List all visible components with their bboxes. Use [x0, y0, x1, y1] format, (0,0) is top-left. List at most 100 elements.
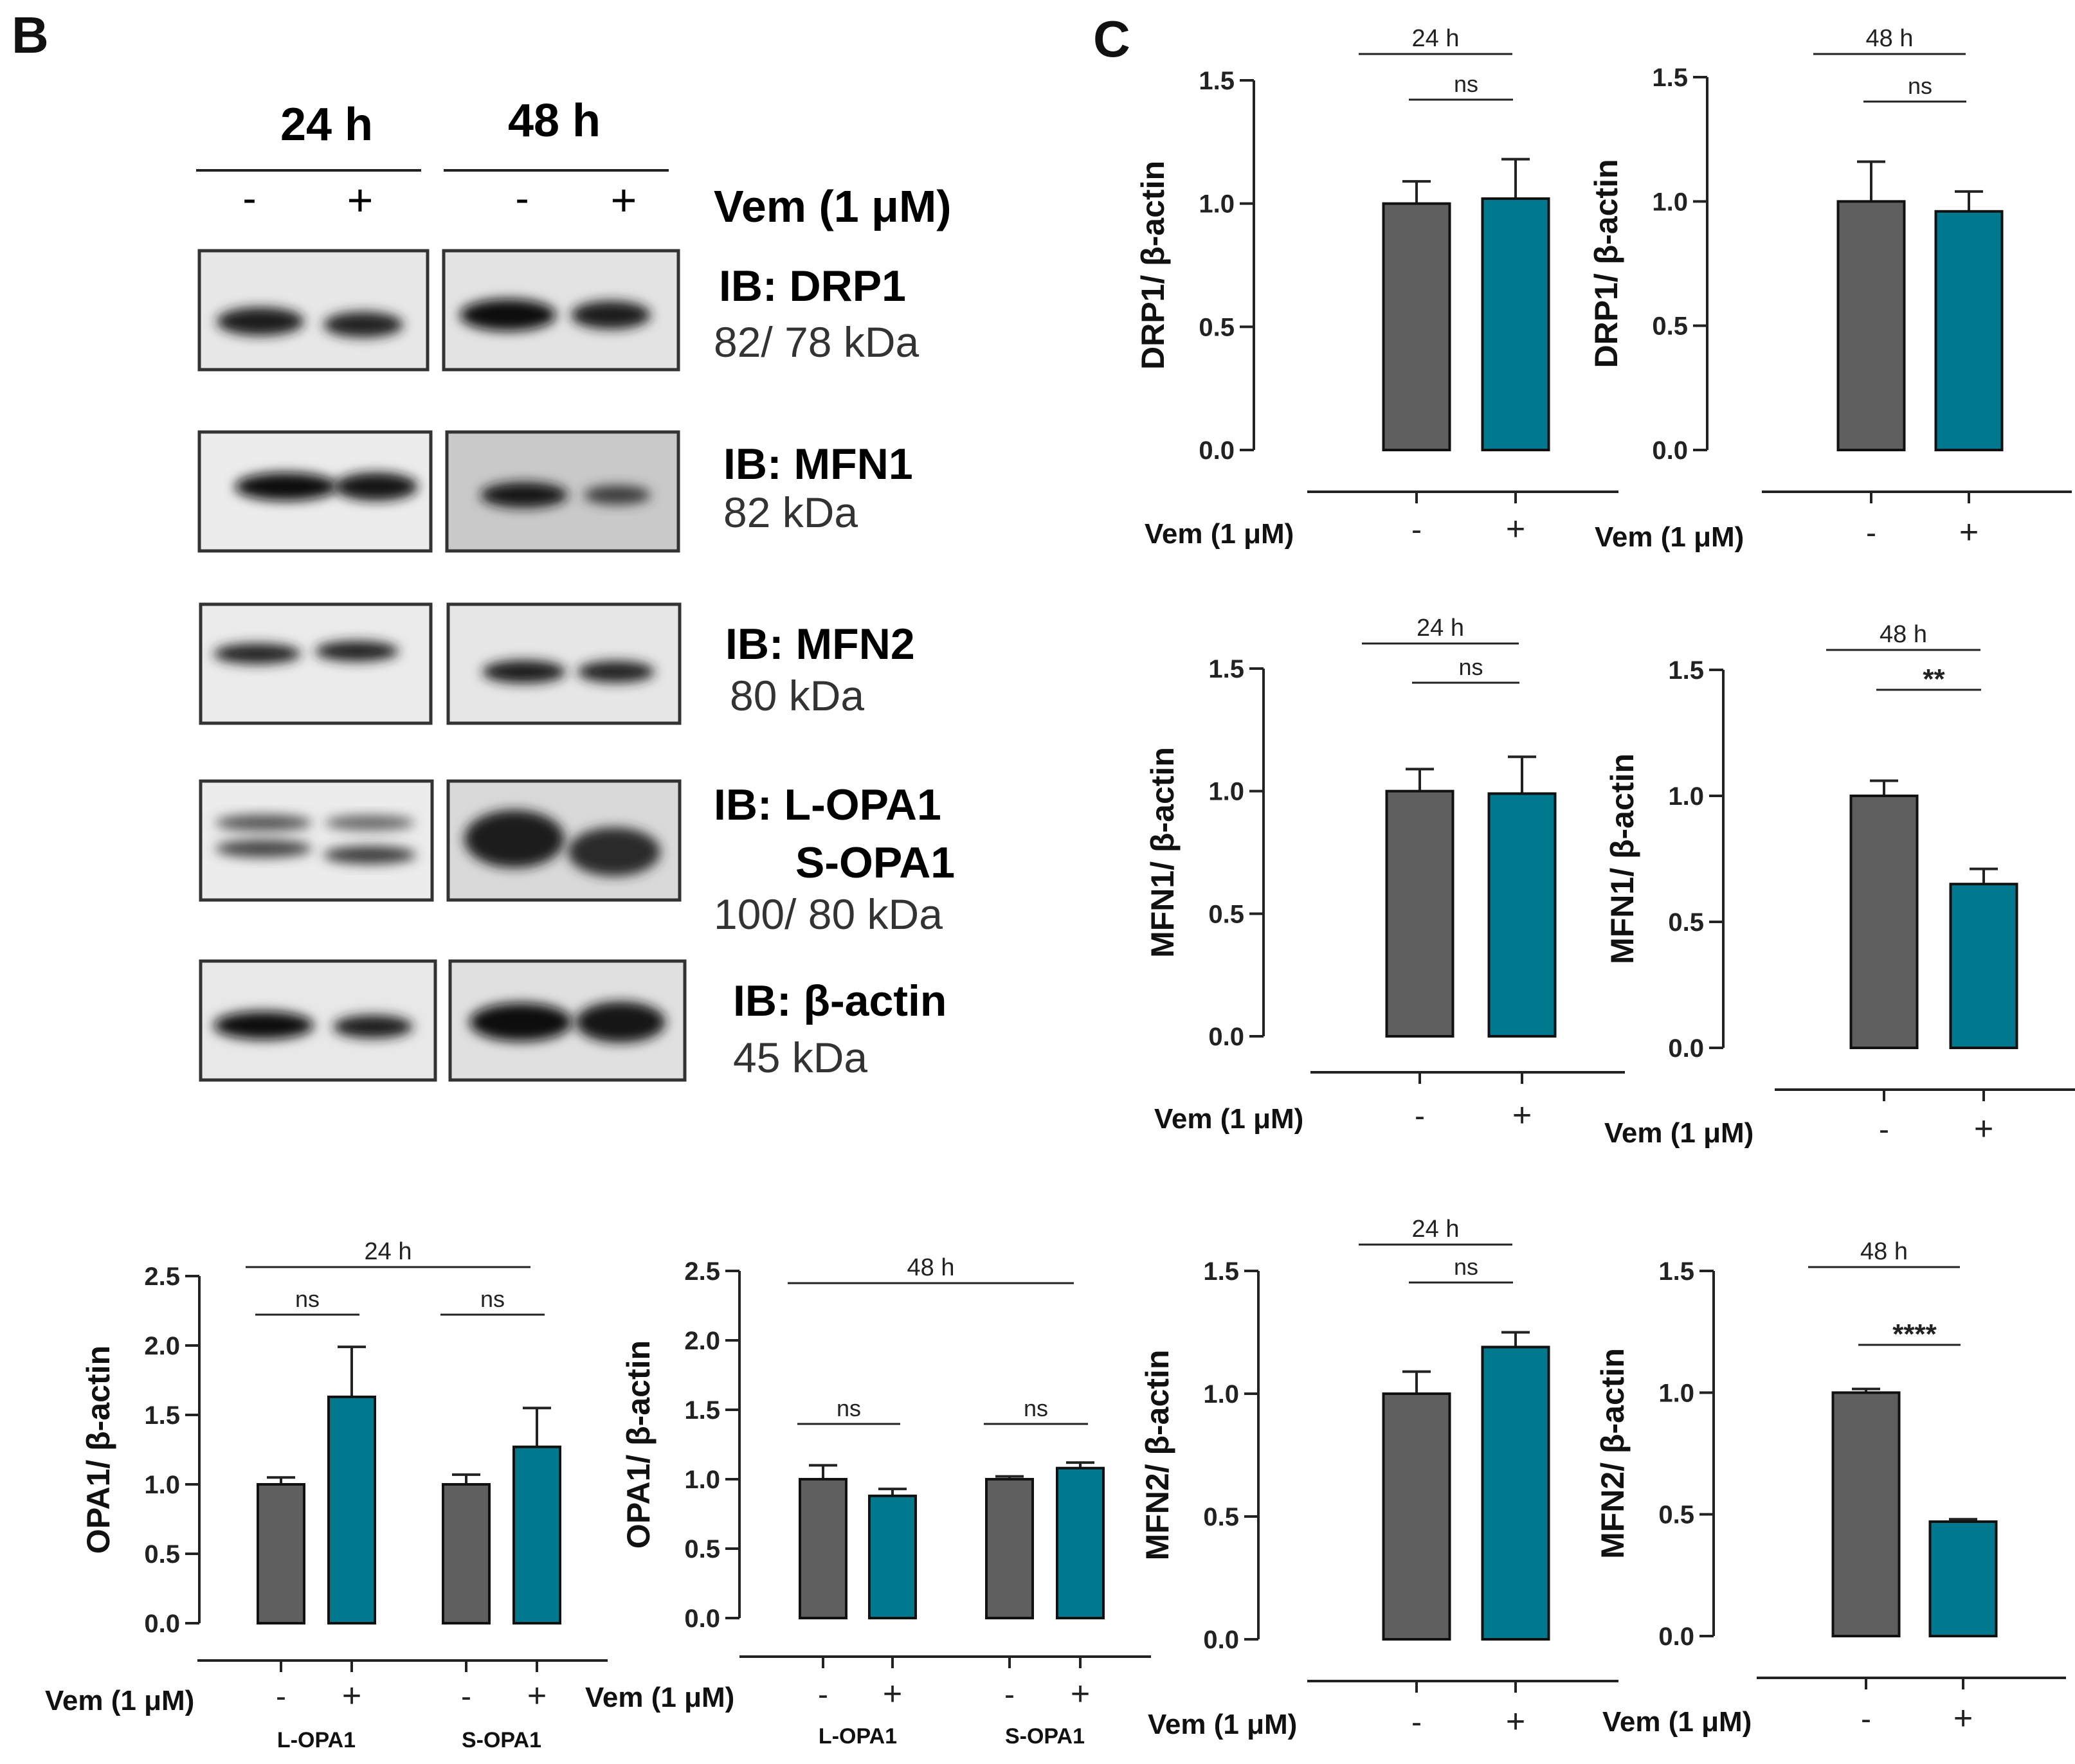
band — [235, 473, 338, 501]
bar-vem — [1481, 1346, 1550, 1641]
band — [571, 301, 651, 329]
band — [334, 473, 418, 501]
y-tick-label: 0.0 — [1208, 1023, 1244, 1051]
x-tick-label: + — [1959, 514, 1979, 551]
y-axis-title: OPA1/ β-actin — [80, 1346, 116, 1554]
significance-label: ns — [837, 1395, 861, 1421]
chart-title: 48 h — [1880, 621, 1927, 648]
chart-opa1_48h: 0.0 0.5 1.0 1.5 2.0 2.5 OPA1/ β-actin - + - + Vem (… — [585, 1254, 1151, 1749]
band — [323, 312, 403, 338]
blot-time-48h: 48 h — [508, 95, 601, 147]
chart-opa1_24h: 0.0 0.5 1.0 1.5 2.0 2.5 OPA1/ β-actin - + - + Vem (… — [45, 1238, 608, 1752]
x-tick-label: - — [1879, 1113, 1889, 1147]
x-tick-label: + — [883, 1675, 902, 1713]
bar-control — [1831, 1391, 1901, 1637]
blot-membrane-mfn2-24h — [199, 602, 433, 725]
band — [584, 485, 651, 505]
significance-label: ns — [1024, 1395, 1048, 1421]
chart-title: 48 h — [1860, 1238, 1908, 1265]
y-tick-label: 0.5 — [1208, 900, 1244, 928]
y-tick-label: 1.5 — [1203, 1257, 1239, 1286]
blot-membrane-opa1-24h — [199, 779, 434, 902]
blot-sign-plus-24h: + — [347, 175, 374, 225]
y-tick-label: 1.5 — [684, 1396, 720, 1425]
x-tick-label: - — [1866, 516, 1876, 550]
x-tick-label: - — [461, 1680, 471, 1714]
band — [215, 815, 312, 831]
band — [213, 1011, 314, 1040]
y-axis-title: DRP1/ β-actin — [1135, 161, 1171, 370]
bar-vem — [868, 1494, 917, 1619]
band — [480, 482, 568, 508]
blot-membrane-mfn2-48h — [446, 602, 682, 725]
blot-kda-mfn2: 80 kDa — [730, 672, 864, 719]
y-tick-label: 1.0 — [684, 1466, 720, 1494]
band — [213, 644, 301, 664]
y-tick-label: 1.0 — [1658, 1379, 1694, 1407]
chart-title: 24 h — [1417, 615, 1464, 642]
blot-membrane-drp1-24h — [197, 249, 430, 372]
y-tick-label: 0.0 — [1652, 437, 1688, 465]
bar-control — [1849, 795, 1919, 1049]
y-tick-label: 2.5 — [144, 1263, 180, 1291]
x-tick-label: + — [1506, 1703, 1525, 1740]
x-tick-label: - — [1411, 1706, 1422, 1740]
y-tick-label: 1.5 — [1199, 67, 1235, 95]
chart-title: 24 h — [1412, 25, 1460, 52]
x-tick-label: + — [1512, 1097, 1532, 1134]
bar-control — [257, 1483, 305, 1625]
y-tick-label: 1.5 — [1208, 655, 1244, 683]
bar-vem — [1934, 210, 2004, 451]
chart-title: 48 h — [1866, 25, 1914, 52]
bar-control — [799, 1478, 847, 1619]
x-tick-label: + — [1071, 1675, 1090, 1713]
significance-label: ** — [1923, 663, 1945, 695]
chart-title: 24 h — [365, 1238, 412, 1265]
band — [460, 299, 556, 331]
blot-ib-mfn2: IB: MFN2 — [725, 620, 915, 669]
x-tick-label: - — [818, 1678, 828, 1712]
band — [323, 846, 416, 864]
bar-control — [442, 1483, 491, 1625]
x-tick-label: - — [1004, 1678, 1015, 1712]
bar-vem — [1481, 197, 1550, 451]
y-tick-label: 1.0 — [1203, 1380, 1239, 1408]
group-label: L-OPA1 — [819, 1724, 897, 1749]
blot-ib-opa1-short: S-OPA1 — [795, 838, 955, 887]
significance-label: ns — [480, 1286, 505, 1312]
x-tick-label: + — [1974, 1110, 1993, 1148]
y-tick-label: 0.5 — [1668, 908, 1704, 937]
blot-sign-minus-24h: - — [242, 175, 256, 221]
blot-kda-actin: 45 kDa — [733, 1034, 867, 1081]
bar-vem — [1949, 883, 2018, 1049]
x-tick-label: - — [1415, 1099, 1425, 1133]
blot-ib-actin: IB: β-actin — [733, 977, 947, 1025]
bar-control — [985, 1478, 1034, 1619]
significance-label: **** — [1892, 1318, 1937, 1350]
y-tick-label: 0.0 — [1668, 1034, 1704, 1063]
y-tick-label: 0.0 — [1203, 1626, 1239, 1654]
bar-control — [1385, 789, 1454, 1038]
bar-control — [1382, 202, 1451, 451]
significance-label: ns — [1454, 1254, 1478, 1280]
y-tick-label: 2.5 — [684, 1257, 720, 1286]
blot-ib-drp1: IB: DRP1 — [719, 262, 906, 310]
x-tick-label: + — [1506, 510, 1525, 548]
y-tick-label: 1.5 — [1668, 656, 1704, 685]
significance-label: ns — [295, 1286, 320, 1312]
x-axis-title: Vem (1 μM) — [1154, 1103, 1303, 1135]
y-tick-label: 0.5 — [1652, 312, 1688, 341]
y-tick-label: 0.5 — [1199, 313, 1235, 341]
y-axis-title: MFN2/ β-actin — [1595, 1348, 1631, 1559]
y-tick-label: 1.0 — [1668, 782, 1704, 811]
x-tick-label: - — [1411, 513, 1422, 547]
band — [577, 661, 655, 683]
chart-drp1_48h: 0.0 0.5 1.0 1.5 DRP1/ β-actin - + Vem (1 μM) 48 … — [1588, 25, 2072, 553]
y-tick-label: 1.5 — [1658, 1257, 1694, 1286]
significance-label: ns — [1454, 71, 1478, 97]
charts-layer: 0.0 0.5 1.0 1.5 DRP1/ β-actin - + Vem (1 μM) 24 … — [45, 25, 2075, 1752]
band — [575, 1002, 666, 1043]
y-tick-label: 0.0 — [1199, 437, 1235, 465]
band — [315, 641, 399, 662]
